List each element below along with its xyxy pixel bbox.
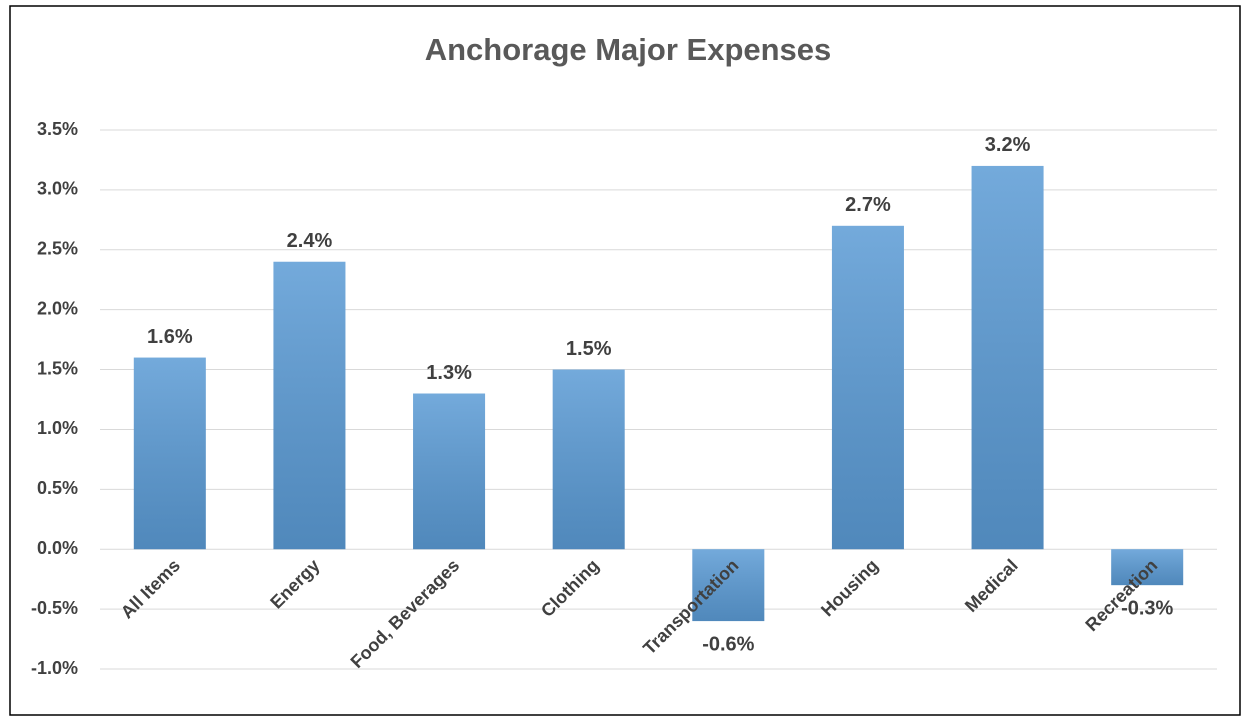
bar-shade <box>273 261 346 550</box>
y-tick-label: 2.0% <box>37 298 78 318</box>
data-label: 1.5% <box>566 338 612 360</box>
data-label: 1.6% <box>147 326 193 348</box>
bar-shade <box>552 369 625 550</box>
y-tick-label: 0.0% <box>37 538 78 558</box>
bar-shade <box>413 393 486 550</box>
y-tick-label: 1.5% <box>37 358 78 378</box>
y-tick-label: 1.0% <box>37 418 78 438</box>
data-label: -0.3% <box>1121 597 1173 619</box>
bar-shade <box>971 165 1044 550</box>
data-label: -0.6% <box>702 633 754 655</box>
y-tick-label: 0.5% <box>37 478 78 498</box>
y-tick-label: 3.0% <box>37 179 78 199</box>
bar-shade <box>1111 549 1184 586</box>
bar-shade <box>831 225 904 550</box>
bar-shade <box>692 549 765 622</box>
y-tick-label: 3.5% <box>37 119 78 139</box>
y-tick-label: -0.5% <box>31 598 78 618</box>
y-tick-label: 2.5% <box>37 239 78 259</box>
chart-title: Anchorage Major Expenses <box>425 32 832 67</box>
data-label: 3.2% <box>985 134 1031 156</box>
y-tick-label: -1.0% <box>31 658 78 678</box>
data-label: 2.4% <box>287 230 333 252</box>
data-label: 1.3% <box>426 362 472 384</box>
bar-shade <box>133 357 206 550</box>
data-label: 2.7% <box>845 194 891 216</box>
